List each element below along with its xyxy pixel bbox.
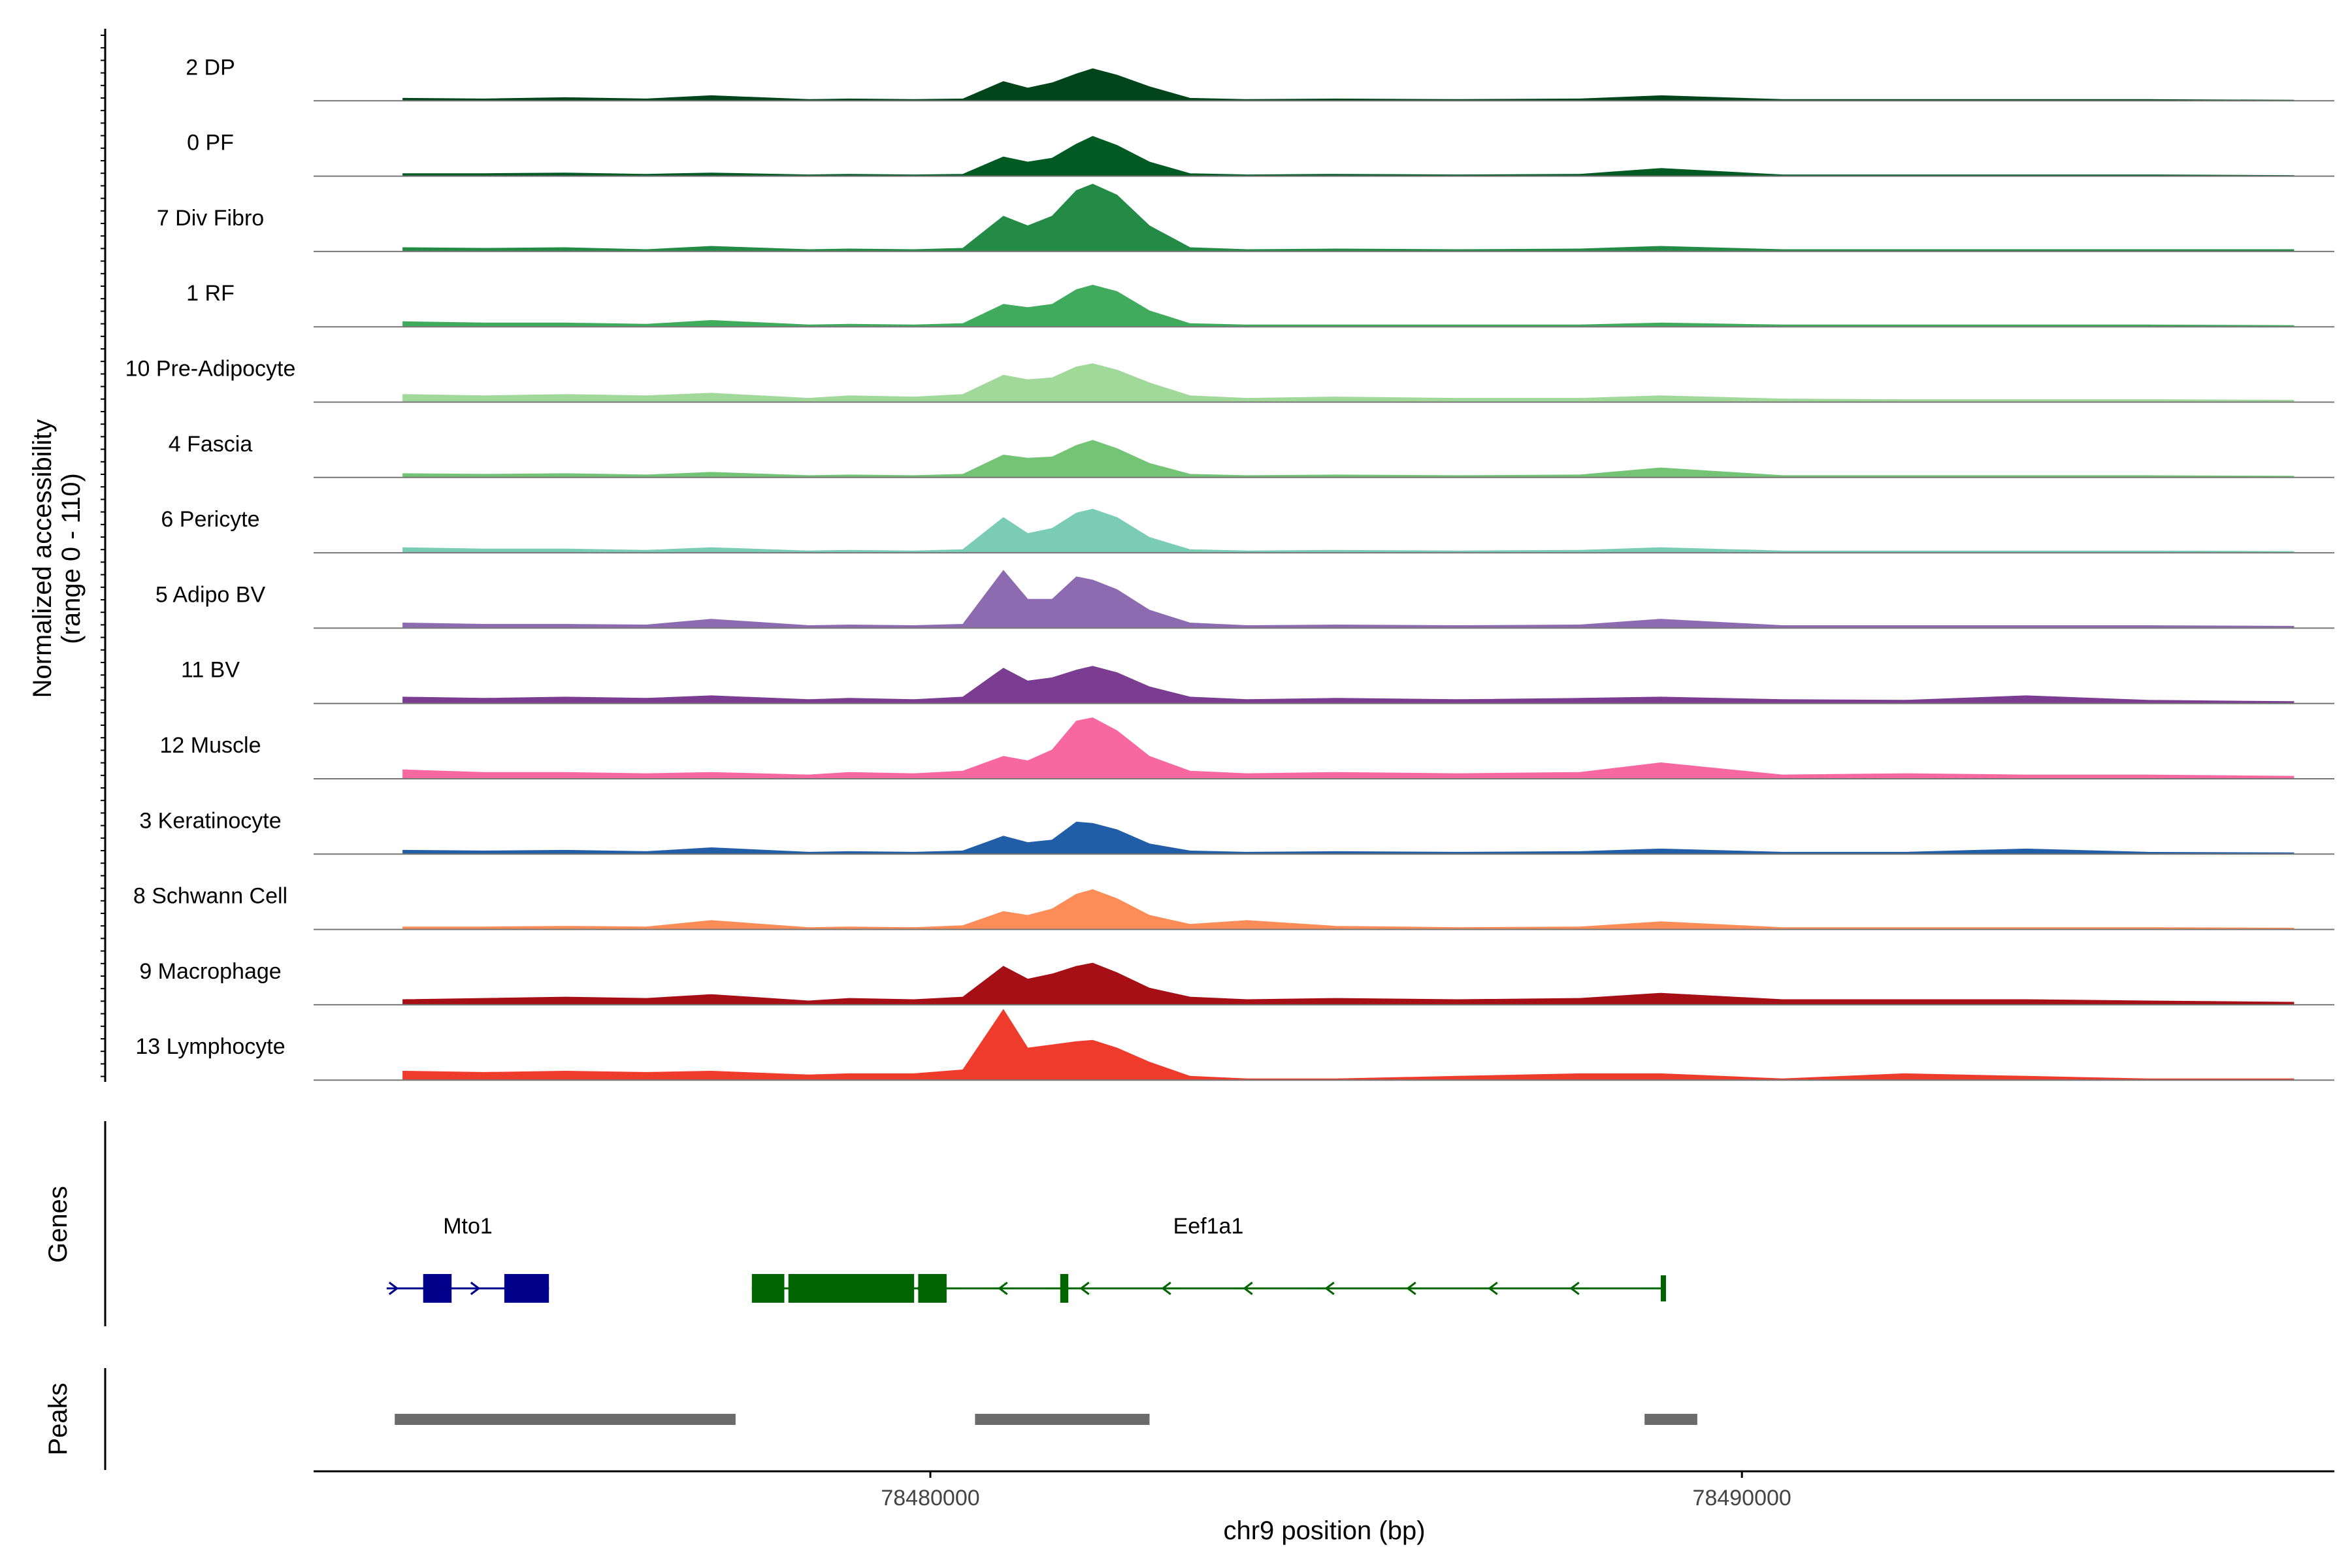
gene-exon	[918, 1274, 947, 1303]
track-label: 10 Pre-Adipocyte	[125, 357, 296, 382]
coverage-area	[402, 508, 2295, 553]
y-axis	[101, 29, 106, 1082]
track-10-pre-adipocyte: 10 Pre-Adipocyte	[125, 357, 2334, 403]
strand-chevron	[1488, 1281, 1498, 1296]
coverage-area	[402, 440, 2295, 478]
peaks-track-label: Peaks	[44, 1382, 73, 1455]
coverage-tracks: 2 DP 0 PF 7 Div Fibro 1 RF 10 Pre-Adipocyte 4…	[125, 55, 2334, 1081]
track-0-pf: 0 PF	[187, 131, 2334, 177]
gene-name-label: Mto1	[443, 1214, 493, 1239]
track-label: 8 Schwann Cell	[133, 884, 287, 909]
y-axis-label-line1: Normalized accessibility	[28, 419, 57, 698]
track-label: 3 Keratinocyte	[139, 808, 281, 833]
track-label: 1 RF	[186, 281, 235, 306]
track-5-adipo-bv: 5 Adipo BV	[155, 570, 2334, 629]
track-label: 11 BV	[181, 658, 240, 683]
gene-exon	[1661, 1275, 1666, 1301]
y-axis-label-line2: (range 0 - 110)	[57, 473, 86, 644]
coverage-area	[402, 184, 2295, 252]
genes-track-label: Genes	[44, 1186, 73, 1263]
coverage-area	[402, 717, 2295, 779]
track-label: 4 Fascia	[169, 432, 253, 457]
gene-exon	[788, 1274, 915, 1303]
track-13-lymphocyte: 13 Lymphocyte	[135, 1009, 2334, 1081]
track-3-keratinocyte: 3 Keratinocyte	[139, 808, 2334, 855]
gene-name-label: Eef1a1	[1173, 1214, 1244, 1239]
coverage-area	[402, 821, 2295, 855]
coverage-area	[402, 68, 2295, 101]
strand-chevron	[1243, 1281, 1253, 1296]
track-label: 6 Pericyte	[161, 507, 259, 532]
track-4-fascia: 4 Fascia	[169, 432, 2334, 478]
gene-exon	[423, 1274, 452, 1303]
strand-chevron	[1569, 1281, 1580, 1296]
track-8-schwann-cell: 8 Schwann Cell	[133, 884, 2334, 930]
track-label: 12 Muscle	[160, 733, 261, 758]
track-2-dp: 2 DP	[186, 55, 2334, 102]
track-label: 9 Macrophage	[139, 959, 281, 984]
track-label: 2 DP	[186, 55, 235, 80]
gene-annotation-track: Mto1 Eef1a1	[386, 1214, 1666, 1303]
gene-exon	[504, 1274, 549, 1303]
coverage-area	[402, 363, 2295, 402]
track-7-div-fibro: 7 Div Fibro	[157, 184, 2334, 252]
track-label: 5 Adipo BV	[155, 582, 266, 607]
track-label: 7 Div Fibro	[157, 206, 264, 231]
x-axis-title: chr9 position (bp)	[1223, 1516, 1425, 1545]
coverage-area	[402, 962, 2295, 1005]
strand-chevron	[1161, 1281, 1171, 1296]
x-tick-label: 78490000	[1693, 1486, 1791, 1511]
strand-chevron	[1079, 1281, 1090, 1296]
coverage-area	[402, 570, 2295, 629]
coverage-area	[402, 136, 2295, 177]
gene-mto1: Mto1	[386, 1214, 549, 1303]
track-1-rf: 1 RF	[186, 281, 2334, 328]
track-6-pericyte: 6 Pericyte	[161, 507, 2334, 554]
coverage-area	[402, 889, 2295, 930]
gene-eef1a1: Eef1a1	[751, 1214, 1666, 1303]
strand-chevron	[1406, 1281, 1416, 1296]
peak-bar	[1644, 1414, 1697, 1425]
strand-chevron	[1324, 1281, 1335, 1296]
gene-exon	[1060, 1274, 1069, 1303]
x-tick-label: 78480000	[881, 1486, 979, 1511]
track-label: 0 PF	[187, 131, 234, 155]
coverage-area	[402, 666, 2295, 704]
peak-bar	[975, 1414, 1150, 1425]
gene-exon	[751, 1274, 785, 1303]
strand-chevron	[470, 1281, 481, 1296]
track-12-muscle: 12 Muscle	[160, 717, 2334, 779]
track-9-macrophage: 9 Macrophage	[139, 959, 2334, 1005]
peaks-track	[395, 1414, 1697, 1425]
strand-chevron	[998, 1281, 1008, 1296]
x-axis-ticks: 78480000 78490000	[881, 1471, 1791, 1511]
strand-chevron	[388, 1281, 399, 1296]
peak-bar	[395, 1414, 736, 1425]
coverage-area	[402, 284, 2295, 327]
track-label: 13 Lymphocyte	[135, 1034, 285, 1059]
coverage-area	[402, 1009, 2295, 1081]
track-11-bv: 11 BV	[181, 658, 2334, 704]
